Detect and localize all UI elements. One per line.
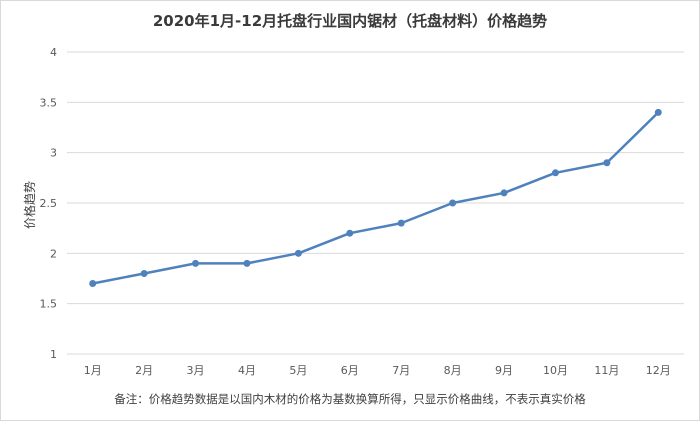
y-tick-label: 4	[50, 46, 57, 59]
chart-title: 2020年1月-12月托盘行业国内锯材（托盘材料）价格趋势	[152, 12, 548, 30]
x-tick-labels: 1月 2月 3月 4月 5月 6月 7月 8月 9月 10月 11月 12月	[84, 364, 671, 377]
x-tick-label: 11月	[594, 364, 619, 377]
y-tick-label: 1.5	[40, 298, 58, 311]
footnote: 备注：价格趋势数据是以国内木材的价格为基数换算所得，只显示价格曲线，不表示真实价…	[114, 392, 586, 406]
data-point	[140, 269, 148, 277]
data-point	[603, 159, 611, 167]
y-tick-label: 3.5	[40, 96, 58, 109]
data-point	[89, 280, 97, 288]
x-tick-label: 10月	[543, 364, 568, 377]
data-point	[294, 249, 302, 257]
y-axis-label: 价格趋势	[22, 181, 37, 229]
data-point	[346, 229, 354, 237]
data-point	[551, 169, 559, 177]
x-tick-label: 12月	[646, 364, 671, 377]
x-tick-label: 4月	[238, 364, 256, 377]
x-tick-label: 5月	[289, 364, 307, 377]
y-tick-labels: 1 1.5 2 2.5 3 3.5 4	[40, 46, 58, 361]
data-point	[397, 219, 405, 227]
x-tick-label: 3月	[187, 364, 205, 377]
x-tick-label: 1月	[84, 364, 102, 377]
data-point	[654, 108, 662, 116]
y-tick-label: 3	[50, 147, 57, 160]
x-tick-label: 6月	[341, 364, 359, 377]
x-tick-label: 9月	[495, 364, 513, 377]
data-point	[192, 259, 200, 267]
x-tick-label: 2月	[135, 364, 153, 377]
x-tick-label: 8月	[444, 364, 462, 377]
series-line	[92, 111, 660, 285]
data-point	[243, 259, 251, 267]
gridlines	[67, 51, 684, 355]
y-tick-label: 2	[50, 247, 57, 260]
data-point	[449, 199, 457, 207]
x-tick-label: 7月	[392, 364, 410, 377]
data-point	[500, 189, 508, 197]
y-tick-label: 1	[50, 348, 57, 361]
data-points	[89, 108, 662, 288]
y-tick-label: 2.5	[40, 197, 58, 210]
